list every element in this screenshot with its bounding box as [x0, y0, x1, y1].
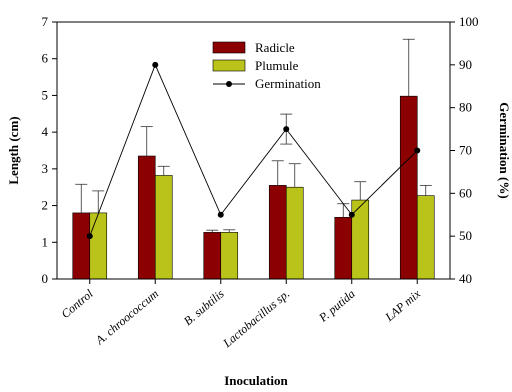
y2-tick-label-1: 50	[459, 228, 472, 243]
point-germination-2	[217, 211, 224, 218]
point-germination-3	[283, 126, 290, 133]
y2-tick-label-5: 90	[459, 57, 472, 72]
point-germination-4	[348, 211, 355, 218]
y2-tick-label-2: 60	[459, 185, 472, 200]
bar-plumule-0	[89, 212, 108, 280]
y2-axis-title: Germination (%)	[497, 102, 512, 198]
x-tick-label-1: A. chroococcum	[92, 286, 161, 347]
legend-label-radicle: Radicle	[255, 40, 295, 55]
y-tick-label-1: 1	[42, 234, 49, 249]
x-tick-label-3: Lactobacillus sp.	[220, 287, 293, 351]
bar-plumule-3	[285, 186, 304, 280]
x-tick-label-2: B. subtilis	[181, 286, 227, 328]
bar-plumule-5	[416, 195, 435, 280]
y-tick-label-6: 6	[42, 51, 49, 66]
legend-swatch-marker-germination	[226, 81, 232, 87]
bar-radicle-2	[203, 232, 222, 280]
y2-tick-label-3: 70	[459, 143, 472, 158]
y2-tick-label-6: 100	[459, 14, 479, 29]
y-tick-label-2: 2	[42, 198, 49, 213]
plot-frame	[56, 21, 451, 280]
legend-swatch-plumule	[212, 59, 246, 72]
y-tick-label-3: 3	[42, 161, 49, 176]
point-germination-5	[414, 147, 421, 154]
point-germination-0	[86, 233, 93, 240]
x-axis-title: Inoculation	[224, 373, 288, 388]
bar-radicle-5	[399, 95, 418, 280]
bar-radicle-1	[137, 155, 156, 280]
line-germination	[89, 63, 418, 237]
y-axis-title: Length (cm)	[6, 116, 21, 184]
y2-tick-label-0: 40	[459, 271, 472, 286]
legend-swatch-radicle	[212, 41, 246, 54]
legend-label-plumule: Plumule	[255, 58, 299, 73]
y-tick-label-0: 0	[42, 271, 49, 286]
bar-plumule-2	[220, 232, 239, 280]
legend: Radicle Plumule Germination	[212, 40, 321, 91]
y-tick-label-7: 7	[42, 14, 49, 29]
y-tick-label-5: 5	[42, 87, 49, 102]
x-tick-label-4: P. putida	[315, 287, 357, 326]
legend-label-germination: Germination	[255, 76, 321, 91]
bar-radicle-0	[72, 212, 91, 280]
y2-tick-label-4: 80	[459, 100, 472, 115]
x-tick-label-5: LAP mix	[382, 286, 424, 324]
plot-area	[72, 38, 435, 280]
bar-plumule-1	[154, 175, 173, 280]
bar-radicle-3	[268, 185, 287, 280]
bar-radicle-4	[334, 217, 353, 280]
point-germination-1	[152, 61, 159, 68]
x-tick-label-0: Control	[58, 286, 96, 321]
y-tick-label-4: 4	[42, 124, 49, 139]
